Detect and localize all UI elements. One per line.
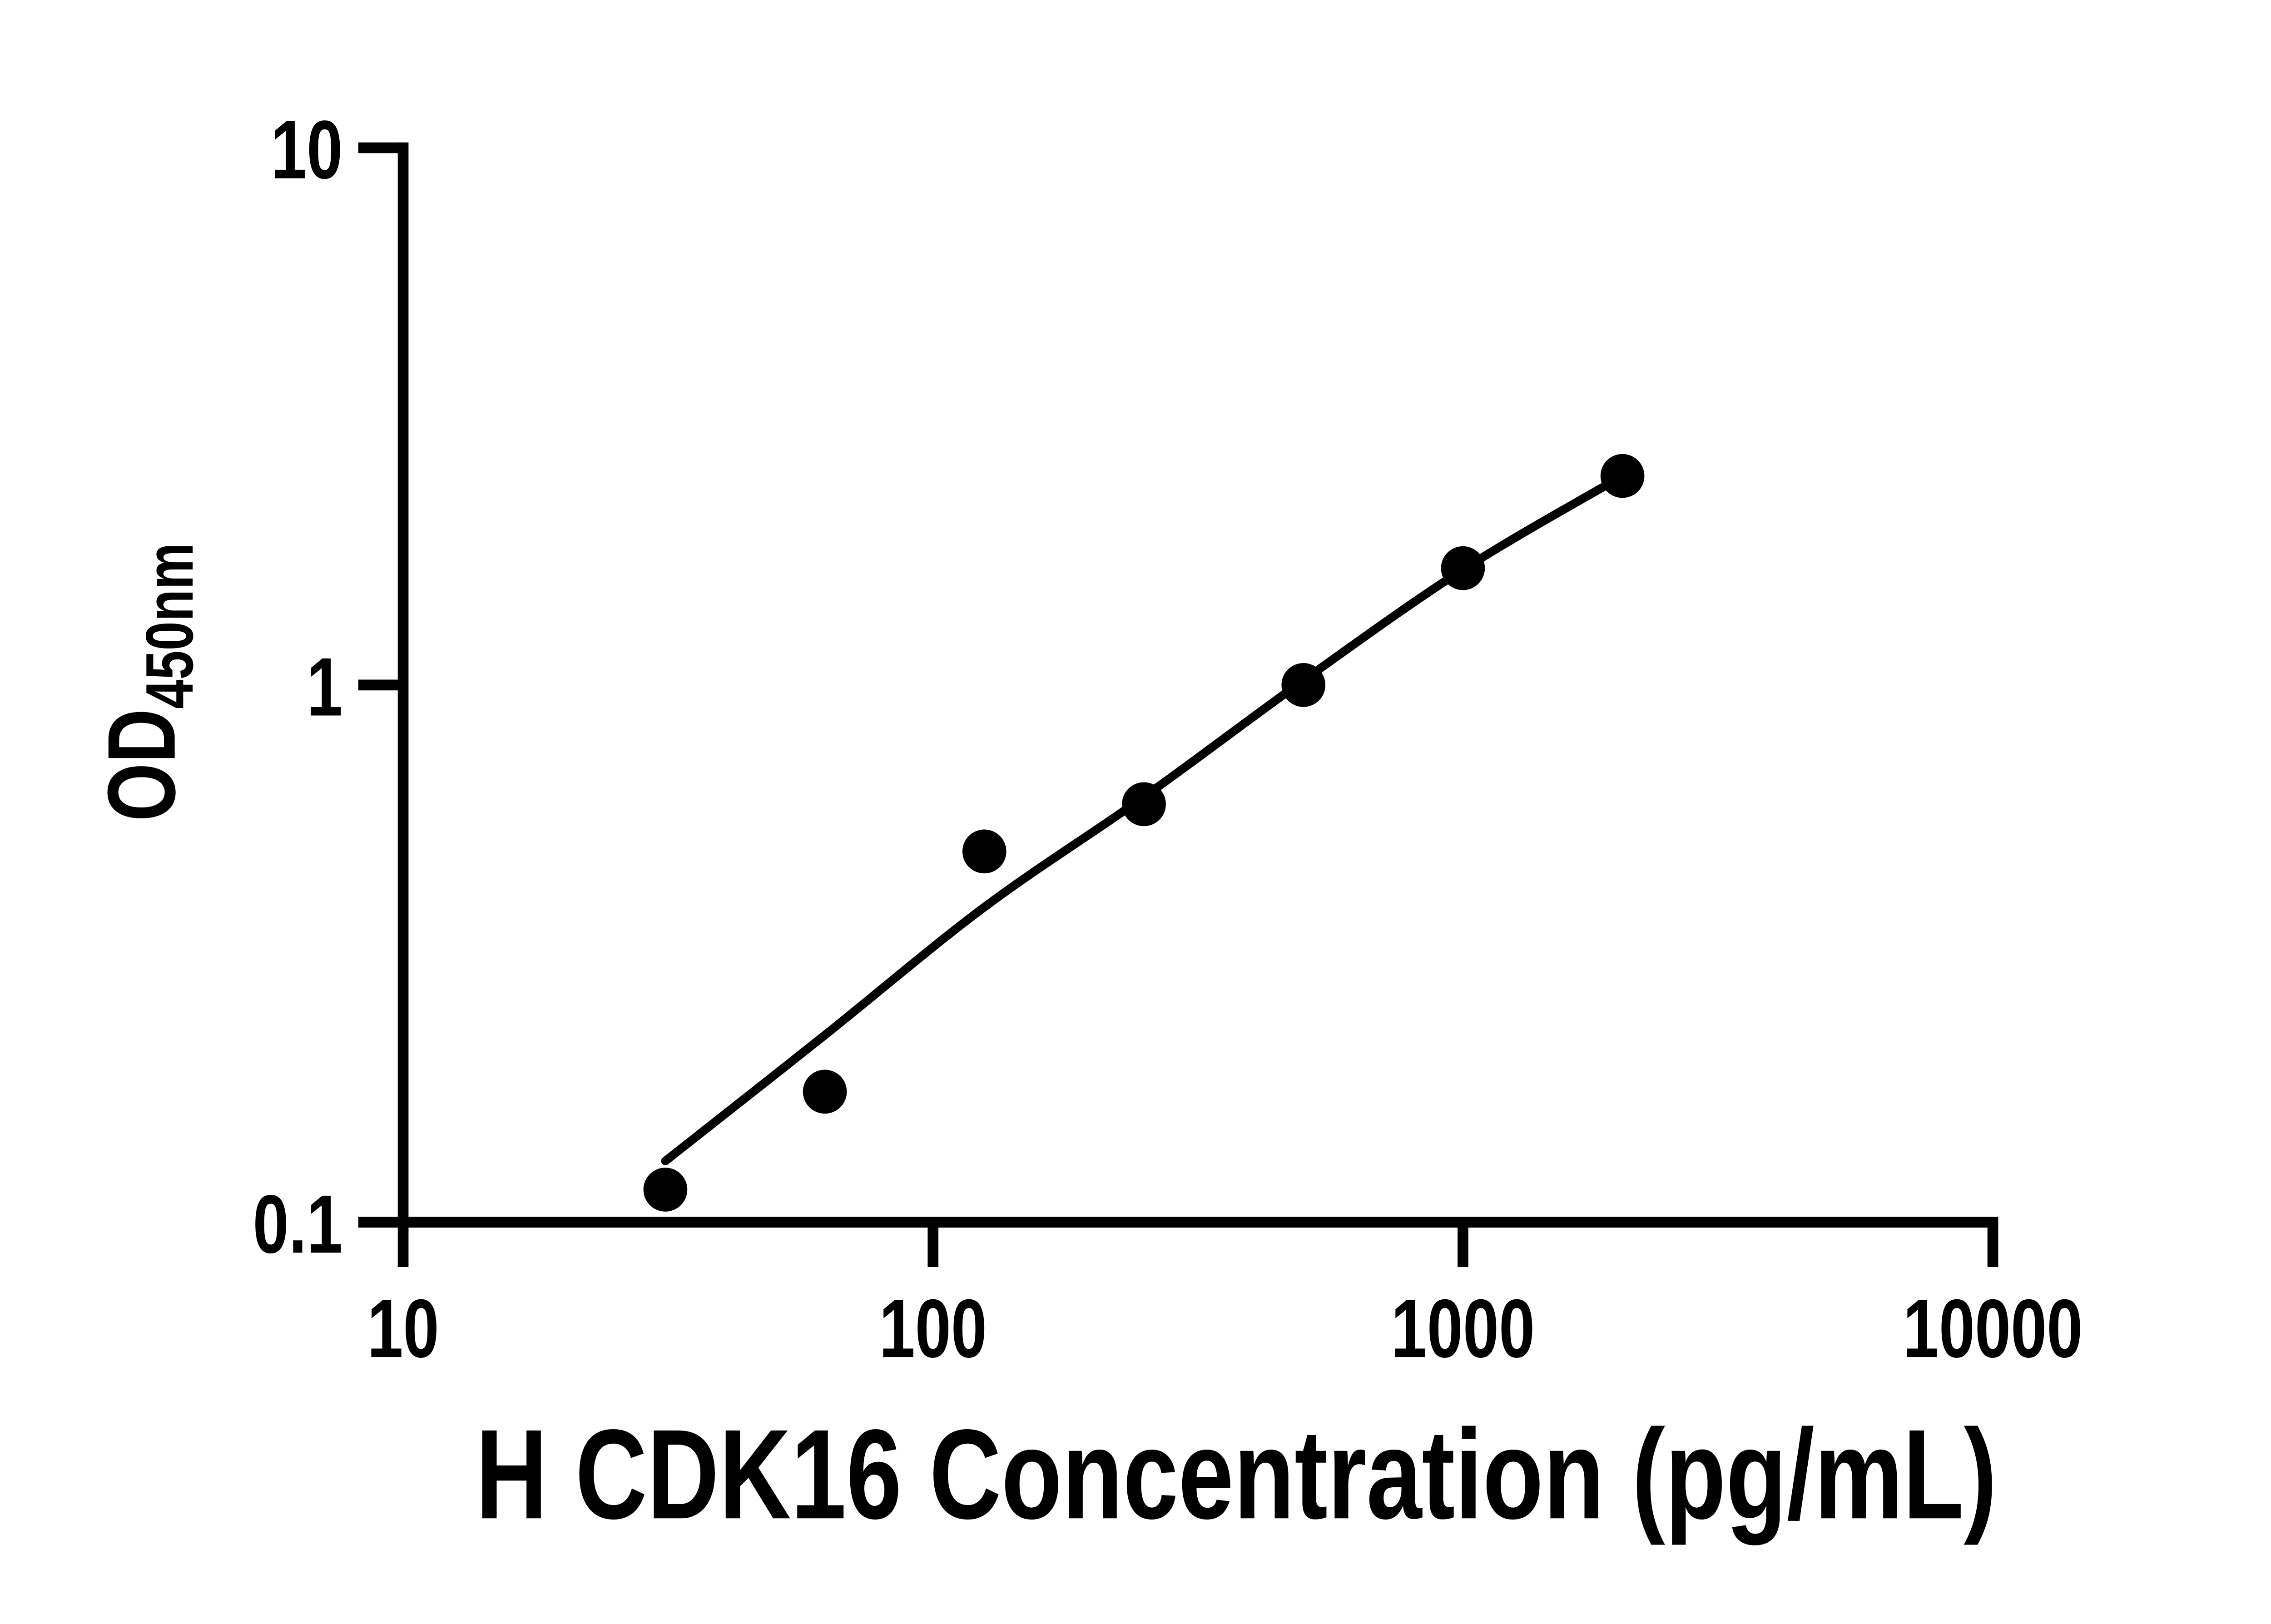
y-axis: 0.1 1 10 OD450nm [88, 103, 409, 1270]
x-axis-title-group: H CDK16 Concentration (pg/mL) [476, 1403, 1997, 1545]
x-tick-label: 10000 [1903, 1282, 2083, 1375]
y-tick-label-group: 0.1 [253, 1178, 343, 1270]
y-tick-label-group: 1 [307, 640, 342, 733]
y-axis-title-main: OD [88, 709, 195, 822]
x-tick-label: 10 [367, 1282, 439, 1375]
x-axis-tick-labels: 10 100 1000 10000 [367, 1282, 2083, 1375]
data-point [1281, 663, 1326, 707]
x-tick-label: 1000 [1391, 1282, 1535, 1375]
x-axis-ticks [397, 1222, 1998, 1267]
y-axis-title-group: OD450nm [88, 543, 207, 822]
x-tick-label-group: 10 [367, 1282, 439, 1375]
y-tick-label: 0.1 [253, 1178, 343, 1270]
x-tick-label: 100 [879, 1282, 987, 1375]
y-tick-label: 10 [271, 103, 342, 196]
y-axis-ticks [358, 142, 403, 1228]
data-points [643, 454, 1645, 1212]
data-point [962, 829, 1007, 874]
y-axis-tick-labels: 0.1 1 10 [253, 103, 343, 1270]
data-point [1600, 454, 1645, 498]
y-axis-title-subscript: 450nm [132, 543, 207, 709]
y-tick-label: 1 [307, 640, 342, 733]
x-tick-label-group: 1000 [1391, 1282, 1535, 1375]
x-tick-label-group: 10000 [1903, 1282, 2083, 1375]
x-tick-label-group: 100 [879, 1282, 987, 1375]
data-point [643, 1168, 688, 1212]
y-tick-label-group: 10 [271, 103, 342, 196]
data-point [1441, 546, 1485, 590]
x-axis: 10 100 1000 10000 H CDK16 Concentration (pg… [367, 1217, 2083, 1545]
y-axis-title: OD450nm [88, 543, 207, 822]
data-point [803, 1069, 847, 1114]
x-axis-title: H CDK16 Concentration (pg/mL) [476, 1403, 1997, 1545]
data-point [1122, 782, 1166, 827]
